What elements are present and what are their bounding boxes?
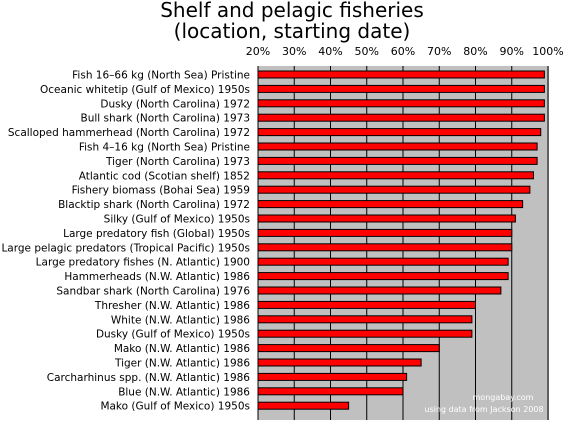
category-label: Large predatory fishes (N. Atlantic) 190… [36, 257, 250, 269]
bar [257, 70, 545, 79]
category-label: Blue (N.W. Atlantic) 1986 [118, 386, 250, 398]
category-label: White (N.W. Atlantic) 1986 [111, 314, 250, 326]
bar [257, 113, 545, 122]
category-label: Fish 4–16 kg (North Sea) Pristine [79, 142, 250, 154]
bar [257, 214, 516, 223]
bar-series [257, 70, 545, 410]
category-label: Silky (Gulf of Mexico) 1950s [104, 214, 250, 226]
bar [257, 387, 404, 396]
credit-data: using data from Jackson 2008 [424, 405, 543, 414]
category-label: Large pelagic predators (Tropical Pacifi… [1, 242, 250, 254]
x-tick-label: 30% [282, 45, 306, 58]
category-label: Tiger (N.W. Atlantic) 1986 [114, 358, 250, 370]
category-label: Fishery biomass (Bohai Sea) 1959 [72, 185, 250, 197]
x-tick-label: 90% [500, 45, 524, 58]
bar [257, 272, 509, 281]
bar [257, 156, 538, 165]
category-label: Scalloped hammerhead (North Carolina) 19… [8, 127, 250, 139]
bar [257, 228, 513, 237]
x-tick-label: 100% [532, 45, 563, 58]
category-labels: Fish 16–66 kg (North Sea) Pristine Oceani… [1, 70, 250, 413]
bar [257, 329, 473, 338]
bar [257, 286, 502, 295]
category-label: Sandbar shark (North Carolina) 1976 [56, 286, 250, 298]
category-label: Bull shark (North Carolina) 1973 [81, 113, 250, 125]
x-axis-ticks: 20% 30% 40% 50% 60% 70% 80% 90% 100% [246, 45, 564, 58]
bar [257, 84, 545, 93]
x-tick-label: 70% [427, 45, 451, 58]
bar [257, 99, 545, 108]
category-label: Carcharhinus spp. (N.W. Atlantic) 1986 [47, 372, 251, 384]
category-label: Hammerheads (N.W. Atlantic) 1986 [64, 271, 250, 283]
bar [257, 344, 440, 353]
category-label: Large predatory fish (Global) 1950s [63, 228, 250, 240]
bar [257, 401, 350, 410]
credit-source: mongabay.com [473, 393, 534, 402]
chart-title: Shelf and pelagic fisheries [160, 0, 424, 22]
category-label: Thresher (N.W. Atlantic) 1986 [94, 300, 250, 312]
x-tick-label: 40% [318, 45, 342, 58]
bar [257, 243, 513, 252]
bar [257, 142, 538, 151]
x-tick-label: 50% [355, 45, 379, 58]
bar [257, 300, 476, 309]
bar [257, 358, 422, 367]
bar [257, 128, 542, 137]
bar [257, 315, 473, 324]
bar [257, 171, 534, 180]
category-label: Oceanic whitetip (Gulf of Mexico) 1950s [40, 84, 250, 96]
category-label: Mako (Gulf of Mexico) 1950s [100, 401, 250, 413]
bar [257, 200, 524, 209]
category-label: Mako (N.W. Atlantic) 1986 [114, 343, 251, 355]
category-label: Tiger (North Carolina) 1973 [105, 156, 250, 168]
category-label: Fish 16–66 kg (North Sea) Pristine [72, 70, 250, 82]
category-label: Atlantic cod (Scotian shelf) 1852 [79, 170, 250, 182]
category-label: Dusky (North Carolina) 1972 [100, 98, 250, 110]
x-tick-label: 20% [246, 45, 270, 58]
chart-subtitle: (location, starting date) [174, 19, 411, 43]
category-label: Blacktip shark (North Carolina) 1972 [58, 199, 250, 211]
category-label: Dusky (Gulf of Mexico) 1950s [96, 329, 250, 341]
bar [257, 257, 509, 266]
bar [257, 372, 408, 381]
x-tick-label: 80% [463, 45, 487, 58]
bar [257, 185, 531, 194]
x-tick-label: 60% [391, 45, 415, 58]
